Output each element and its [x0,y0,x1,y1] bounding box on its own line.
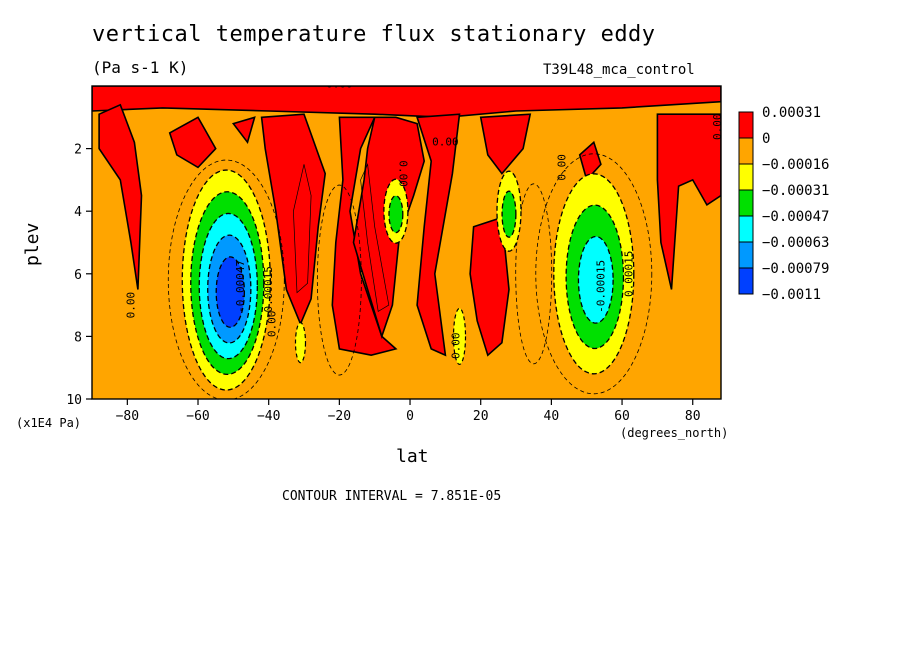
legend-label: −0.00016 [762,157,829,173]
y-tick-label: 10 [66,393,82,408]
contour-line [316,184,362,376]
contour-line [515,183,553,365]
x-tick-label: −60 [186,409,209,424]
y-tick-label: 6 [74,268,82,283]
contour-line [535,153,653,395]
contour-line [360,162,390,312]
positive-region [331,116,398,357]
y-axis-label: plev [22,222,43,266]
positive-region [98,103,143,290]
plot-frame [91,85,722,400]
legend-label: 0 [762,131,770,147]
y-tick-label: 2 [74,143,82,158]
x-tick-label: 80 [685,409,701,424]
legend-label: −0.00063 [762,235,829,251]
contour-label: 0.00 [432,135,459,148]
legend-label: −0.00031 [762,183,829,199]
legend-swatch [738,215,754,243]
contour-label: -0.00047 [234,260,247,313]
contour-label: 0.00015 [623,251,636,297]
legend-swatch [738,163,754,191]
axes: −80 −60 −40 −20 0 20 40 60 80 2 4 6 8 10 [66,85,722,424]
positive-region [231,116,256,145]
x-axis-units: (degrees_north) [620,426,729,440]
legend-swatch [738,189,754,217]
y-tick-label: 8 [74,330,82,345]
negative-cell-small [452,307,467,365]
positive-region [479,113,532,175]
legend-label: −0.0011 [762,287,821,303]
run-name: T39L48_mca_control [543,62,695,78]
positive-region [168,116,217,169]
contour-label: 0.00 [711,113,724,140]
legend-label: −0.00047 [762,209,829,225]
x-tick-label: 40 [544,409,560,424]
contour-label: 0.00 [326,78,353,91]
plot-area: 0.00 0.00 0.00 0.00 0.00 0.00 0.00 0.00 -0.00047… [92,78,724,399]
negative-cell-south [215,256,246,328]
contour-label: 0.00 [124,292,137,319]
y-axis-units: (x1E4 Pa) [16,416,82,430]
chart-units: (Pa s-1 K) [92,58,189,77]
contour-label: 0.00 [396,160,409,187]
negative-cell-small [501,190,517,238]
x-tick-label: 20 [473,409,489,424]
positive-region [416,113,461,357]
legend-label: −0.00079 [762,261,829,277]
chart-title: vertical temperature flux stationary edd… [92,22,656,47]
legend-swatch [738,111,754,139]
negative-cell-small [388,195,404,234]
negative-cell-small [294,322,307,364]
legend-label: 0.00031 [762,105,821,121]
x-tick-label: 60 [614,409,630,424]
legend-swatch [738,241,754,269]
y-tick-label: 4 [74,205,82,220]
contour-line [293,164,312,294]
x-tick-label: −20 [328,409,351,424]
legend-swatch [738,267,754,295]
x-tick-label: −40 [257,409,280,424]
legend: 0.00031 0 −0.00016 −0.00031 −0.00047 −0.00063… [738,105,829,303]
contour-label: -0.00015 [262,266,275,319]
x-tick-label: 0 [406,409,414,424]
contour-interval: CONTOUR INTERVAL = 7.851E-05 [282,489,502,504]
positive-region [656,113,721,290]
contour-line [167,159,285,399]
contour-label: 0.00 [450,333,463,360]
contour-label: 0.00 [266,311,279,338]
contour-label: 0.00 [556,154,569,181]
legend-swatch [738,137,754,165]
x-tick-label: −80 [116,409,139,424]
negative-cell-north [577,235,614,324]
contour-label: -0.00015 [594,260,607,313]
x-axis-label: lat [396,446,429,467]
positive-region [578,140,602,182]
